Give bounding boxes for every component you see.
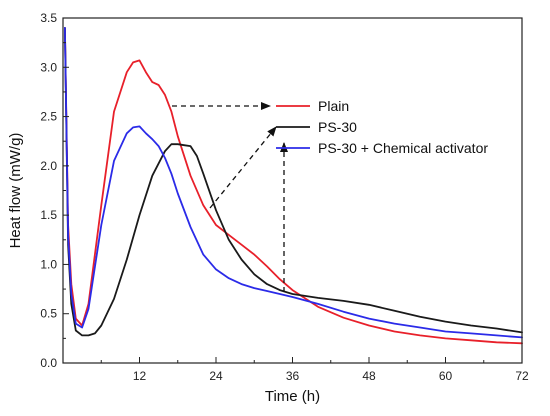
legend-label-2: PS-30 + Chemical activator: [318, 140, 488, 156]
ticks-layer: 12 24 36 48 60 72 0.0 0.5 1.0 1.5 2.0 2.5 3.0 3.5: [40, 11, 529, 383]
y-tick-label: 1.0: [40, 257, 57, 271]
series-layer: [64, 26, 523, 345]
x-tick-label: 72: [515, 369, 529, 383]
x-tick-label: 12: [133, 369, 147, 383]
y-tick-label: 3.0: [40, 60, 57, 74]
y-tick-label: 0.5: [40, 307, 57, 321]
series-line-1: [64, 26, 523, 337]
x-tick-label: 24: [209, 369, 223, 383]
legend-label-0: Plain: [318, 98, 349, 114]
plot-frame: [62, 17, 523, 364]
y-tick-label: 2.0: [40, 159, 57, 173]
x-axis-title: Time (h): [265, 388, 320, 405]
x-tick-label: 48: [362, 369, 376, 383]
arrow-ps30: [209, 126, 277, 209]
y-tick-label: 2.5: [40, 110, 57, 124]
x-tick-label: 60: [439, 369, 453, 383]
x-tick-label: 36: [286, 369, 300, 383]
annotation-arrows: [172, 102, 288, 292]
legend-label-1: PS-30: [318, 119, 357, 135]
y-tick-label: 3.5: [40, 11, 57, 25]
legend: Plain PS-30 PS-30 + Chemical activator: [276, 98, 488, 156]
y-tick-label: 1.5: [40, 208, 57, 222]
y-axis-title: Heat flow (mW/g): [7, 133, 24, 249]
series-line-0: [64, 26, 523, 345]
series-line-2: [64, 26, 523, 339]
y-tick-label: 0.0: [40, 356, 57, 370]
